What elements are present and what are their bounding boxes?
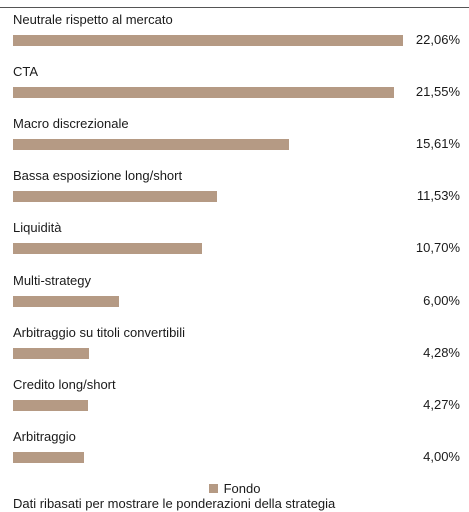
bar-row: Bassa esposizione long/short 11,53% xyxy=(0,168,469,220)
legend-swatch xyxy=(208,484,218,494)
legend-label: Fondo xyxy=(223,481,261,496)
category-label: Multi-strategy xyxy=(13,272,92,288)
bar-row: Liquidità 10,70% xyxy=(0,220,469,272)
value-label: 6,00% xyxy=(423,292,460,308)
category-label: Bassa esposizione long/short xyxy=(13,168,183,184)
bar-row: Credito long/short 4,27% xyxy=(0,377,469,429)
category-label: Arbitraggio xyxy=(13,428,76,444)
bar-row: Multi-strategy 6,00% xyxy=(0,273,469,325)
footnote: Dati ribasati per mostrare le ponderazio… xyxy=(13,496,336,511)
category-label: Arbitraggio su titoli convertibili xyxy=(13,324,185,340)
bar xyxy=(13,87,394,99)
value-label: 4,27% xyxy=(423,396,460,412)
legend: Fondo xyxy=(0,481,469,497)
bar-row: CTA 21,55% xyxy=(0,64,469,116)
bar xyxy=(13,191,217,203)
bar-row: Arbitraggio 4,00% xyxy=(0,429,469,481)
value-label: 4,28% xyxy=(423,344,460,360)
value-label: 4,00% xyxy=(423,448,460,464)
category-label: Liquidità xyxy=(13,220,62,236)
bar xyxy=(13,451,84,463)
category-label: Credito long/short xyxy=(13,376,116,392)
category-label: Macro discrezionale xyxy=(13,116,129,132)
bar xyxy=(13,295,119,307)
bar xyxy=(13,347,89,359)
value-label: 11,53% xyxy=(416,188,460,204)
category-label: Neutrale rispetto al mercato xyxy=(13,12,173,27)
value-label: 15,61% xyxy=(415,136,460,152)
value-label: 21,55% xyxy=(415,84,460,100)
bar xyxy=(13,243,202,255)
bar-row: Neutrale rispetto al mercato 22,06% xyxy=(0,12,469,64)
bar xyxy=(13,35,403,46)
bar-row: Macro discrezionale 15,61% xyxy=(0,116,469,168)
bar xyxy=(13,399,89,411)
top-rule xyxy=(0,7,469,8)
bar xyxy=(13,139,289,151)
bar-row: Arbitraggio su titoli convertibili 4,28% xyxy=(0,325,469,377)
value-label: 22,06% xyxy=(415,32,460,47)
value-label: 10,70% xyxy=(415,240,460,256)
category-label: CTA xyxy=(13,64,39,80)
